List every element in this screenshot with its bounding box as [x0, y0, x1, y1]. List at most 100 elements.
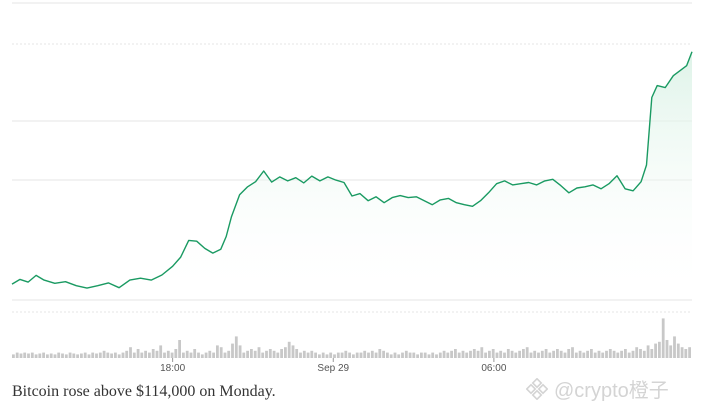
volume-bar — [178, 340, 181, 358]
volume-bar — [355, 352, 359, 358]
volume-bar — [386, 352, 389, 358]
volume-bar — [287, 341, 291, 358]
volume-bar — [665, 340, 669, 358]
volume-bar — [284, 347, 287, 358]
volume-bar — [673, 336, 676, 358]
volume-bar — [688, 347, 691, 358]
volume-bar — [446, 352, 450, 358]
volume-bar — [582, 352, 586, 358]
volume-bar — [404, 350, 408, 358]
volume-bar — [219, 347, 223, 358]
volume-bar — [76, 354, 79, 358]
volume-bar — [397, 354, 401, 358]
volume-bar — [268, 349, 272, 358]
volume-bar — [80, 353, 83, 358]
volume-bar — [503, 352, 506, 358]
volume-bar — [148, 352, 151, 358]
volume-bar — [318, 354, 321, 358]
volume-bar — [578, 350, 582, 358]
volume-bar — [491, 349, 495, 358]
volume-bar — [574, 352, 578, 358]
volume-bar — [238, 345, 242, 358]
volume-bar — [46, 354, 49, 358]
volume-bar — [212, 352, 215, 358]
volume-bar — [608, 349, 612, 358]
volume-bar — [261, 352, 265, 358]
volume-bar — [34, 354, 38, 358]
volume-bar — [684, 349, 688, 358]
volume-bar — [412, 352, 416, 358]
volume-bar — [635, 347, 639, 358]
volume-bar — [427, 354, 431, 358]
volume-bar — [189, 352, 193, 358]
volume-bar — [616, 352, 620, 358]
volume-bar — [64, 354, 68, 358]
volume-bar — [170, 352, 174, 358]
volume-bar — [567, 349, 571, 358]
volume-bar — [242, 352, 246, 358]
volume-bar — [155, 350, 159, 358]
volume-bar — [401, 352, 404, 358]
volume-bar — [223, 352, 227, 358]
volume-bar — [661, 318, 665, 358]
watermark: @crypto橙子 — [526, 374, 669, 403]
volume-bar — [457, 352, 461, 358]
volume-bar — [15, 352, 19, 358]
volume-bar — [495, 352, 499, 358]
x-tick-label: Sep 29 — [317, 363, 349, 374]
volume-bar — [208, 350, 212, 358]
volume-bar — [68, 352, 72, 358]
x-axis-ticks: 18:00 Sep 29 06:00 — [160, 358, 507, 374]
volume-bar — [174, 349, 178, 358]
volume-bar — [12, 354, 15, 358]
volume-bar — [571, 347, 574, 358]
x-tick-label: 06:00 — [481, 363, 506, 374]
volume-bar — [537, 352, 540, 358]
volume-bar — [563, 352, 567, 358]
volume-bar — [83, 352, 87, 358]
volume-bar — [669, 345, 673, 358]
volume-bar — [329, 352, 333, 358]
volume-bar — [61, 353, 64, 358]
price-line — [11, 51, 693, 289]
volume-bar — [325, 354, 329, 358]
volume-bar — [19, 353, 23, 358]
volume-bar — [597, 350, 601, 358]
volume-bar — [450, 350, 453, 358]
volume-bar — [559, 350, 563, 358]
volume-bar — [193, 349, 197, 358]
volume-bar — [344, 350, 348, 358]
volume-bar — [556, 349, 559, 358]
volume-bar — [291, 345, 295, 358]
volume-bar — [382, 350, 385, 358]
volume-bar — [431, 352, 435, 358]
volume-bar — [280, 349, 283, 358]
volume-bar — [480, 347, 484, 358]
volume-bar — [38, 353, 42, 358]
volume-bar — [98, 352, 102, 358]
volume-bar — [117, 354, 121, 358]
binance-square-icon — [526, 377, 548, 400]
volume-bar — [23, 352, 27, 358]
volume-bar — [216, 345, 219, 358]
volume-bar — [506, 349, 510, 358]
volume-bar — [91, 352, 95, 358]
volume-bar — [106, 352, 110, 358]
volume-bar — [612, 350, 616, 358]
volume-bar — [121, 352, 125, 358]
chart-caption: Bitcoin rose above $114,000 on Monday. — [12, 383, 276, 400]
volume-bar — [204, 352, 208, 358]
volume-bar — [140, 352, 144, 358]
volume-bar — [197, 352, 200, 358]
volume-bar — [631, 350, 635, 358]
volume-bar — [510, 350, 514, 358]
volume-bar — [370, 350, 374, 358]
volume-bar — [435, 354, 438, 358]
volume-bar — [465, 352, 469, 358]
volume-bar — [639, 349, 642, 358]
volume-bar — [276, 352, 280, 358]
volume-bar — [363, 350, 367, 358]
volume-bar — [227, 350, 231, 358]
volume-bar — [310, 350, 314, 358]
